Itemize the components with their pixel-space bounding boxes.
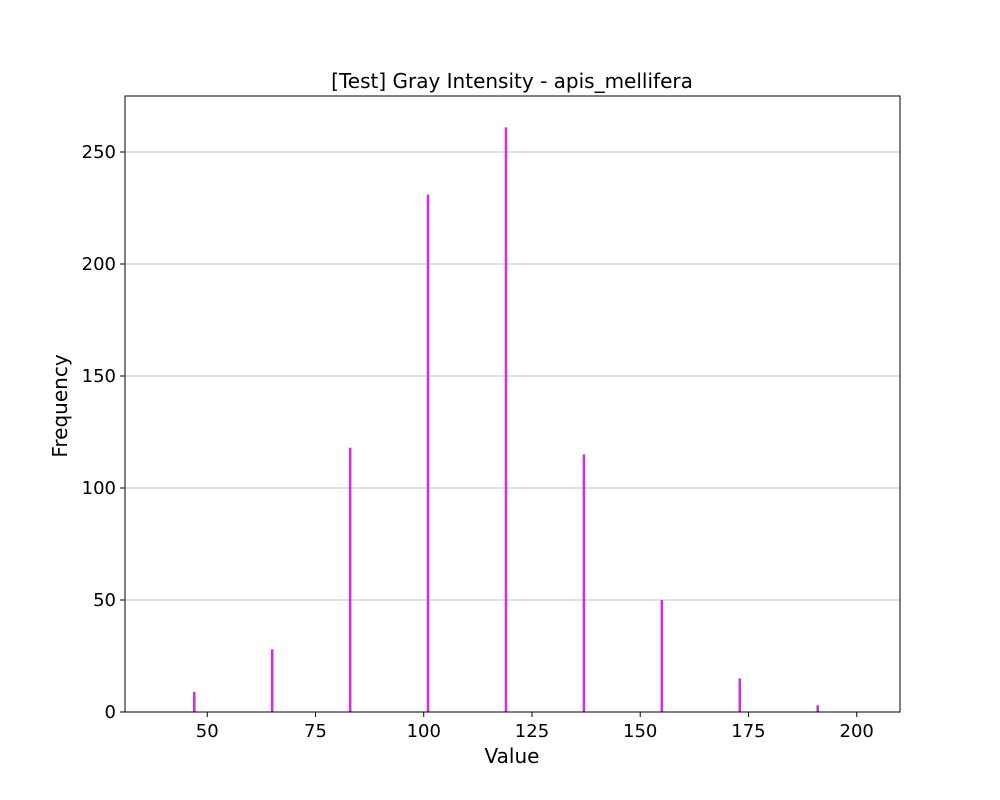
histogram-bar bbox=[816, 705, 820, 712]
y-axis-ticks: 0 50 100 150 200 250 bbox=[82, 142, 125, 723]
y-tick-label: 250 bbox=[82, 142, 116, 163]
y-tick-label: 50 bbox=[93, 590, 116, 611]
chart-title: [Test] Gray Intensity - apis_mellifera bbox=[331, 69, 693, 93]
y-tick-label: 200 bbox=[82, 254, 116, 275]
x-tick-label: 100 bbox=[407, 721, 441, 742]
histogram-bar bbox=[192, 691, 196, 712]
x-tick-label: 175 bbox=[731, 721, 765, 742]
y-tick-label: 150 bbox=[82, 366, 116, 387]
histogram-bar bbox=[270, 649, 274, 712]
y-tick-label: 100 bbox=[82, 478, 116, 499]
histogram-bar bbox=[348, 447, 352, 712]
histogram-bar bbox=[504, 127, 508, 713]
histogram-bar bbox=[426, 194, 430, 712]
grid-lines bbox=[125, 151, 900, 601]
x-tick-label: 75 bbox=[304, 721, 327, 742]
x-axis-label: Value bbox=[485, 744, 540, 768]
y-axis-label: Frequency bbox=[48, 354, 72, 457]
y-tick-label: 0 bbox=[105, 702, 116, 723]
x-tick-label: 150 bbox=[623, 721, 657, 742]
x-tick-label: 200 bbox=[840, 721, 874, 742]
histogram-bar bbox=[660, 600, 664, 712]
bars-group bbox=[192, 127, 820, 713]
x-tick-label: 50 bbox=[196, 721, 219, 742]
plot-frame bbox=[124, 95, 901, 713]
histogram-bar bbox=[738, 678, 742, 712]
histogram-bar bbox=[582, 454, 586, 712]
x-tick-label: 125 bbox=[515, 721, 549, 742]
x-axis-ticks: 50 75 100 125 150 175 200 bbox=[196, 712, 874, 742]
